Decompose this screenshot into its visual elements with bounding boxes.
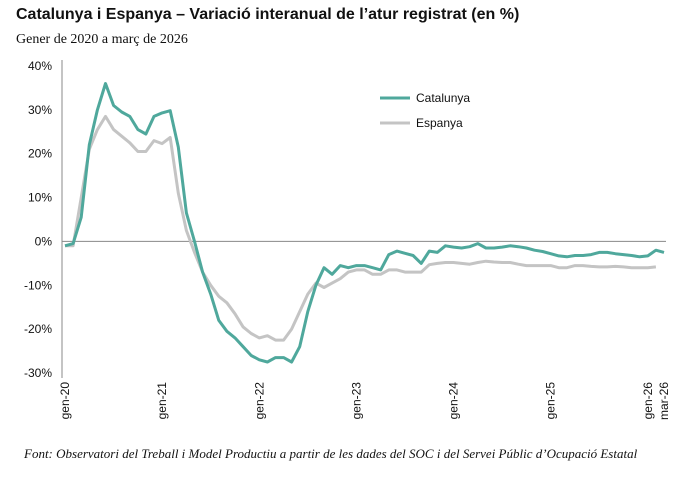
x-tick-label: gen-25 xyxy=(544,382,558,420)
source-note: Font: Observatori del Treball i Model Pr… xyxy=(24,446,638,461)
x-tick-label: gen-22 xyxy=(252,382,266,420)
x-tick-label: gen-23 xyxy=(349,382,363,420)
y-tick-label: 0% xyxy=(35,234,53,248)
chart-subtitle: Gener de 2020 a març de 2026 xyxy=(16,32,188,47)
y-tick-label: 10% xyxy=(28,191,52,205)
x-tick-label: mar-26 xyxy=(657,382,671,420)
x-tick-label: gen-26 xyxy=(641,382,655,420)
chart-title: Catalunya i Espanya – Variació interanua… xyxy=(16,6,520,23)
y-tick-label: 30% xyxy=(28,103,52,117)
series-line-catalunya xyxy=(64,82,665,364)
y-tick-label: 20% xyxy=(28,147,52,161)
y-tick-label: -30% xyxy=(24,366,52,380)
y-tick-label: -10% xyxy=(24,278,52,292)
x-tick-label: gen-21 xyxy=(155,382,169,420)
legend-label-espanya: Espanya xyxy=(416,116,463,130)
y-tick-label: 40% xyxy=(28,59,52,73)
y-tick-label: -20% xyxy=(24,322,52,336)
x-tick-label: gen-24 xyxy=(447,382,461,420)
legend-label-catalunya: Catalunya xyxy=(416,91,470,105)
series-line-espanya xyxy=(65,114,657,342)
x-tick-label: gen-20 xyxy=(58,382,72,420)
